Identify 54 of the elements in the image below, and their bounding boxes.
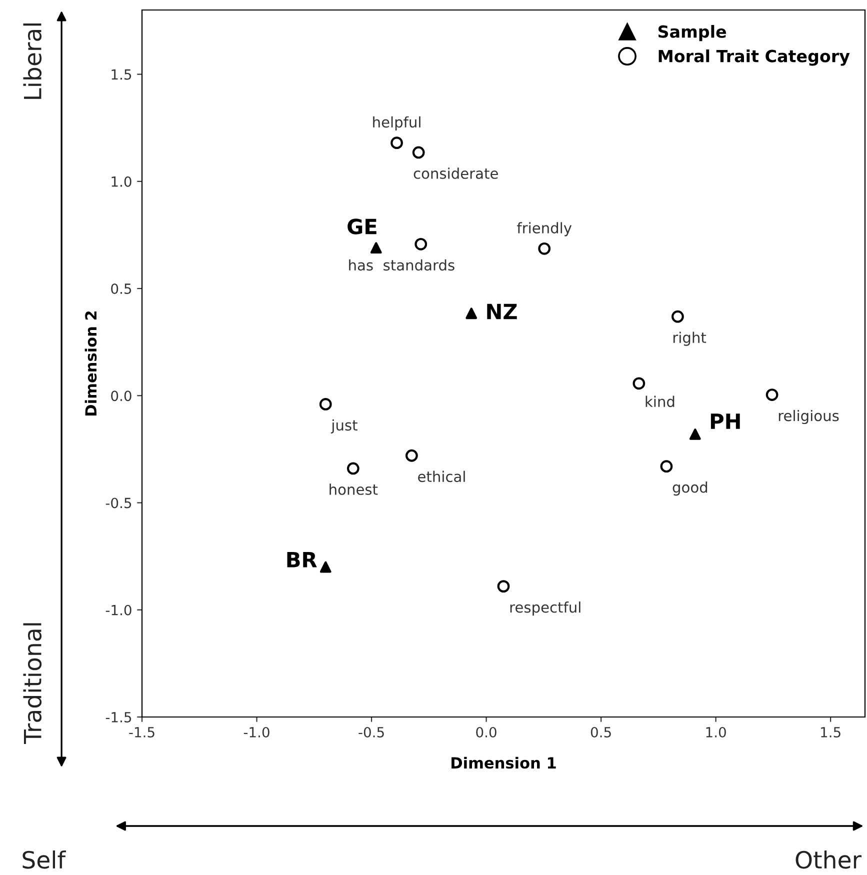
point <box>320 561 332 573</box>
point <box>497 580 510 593</box>
y-tick-label: -1.5 <box>106 712 132 722</box>
annotation: religious <box>778 410 839 424</box>
text: Liberal <box>23 23 42 99</box>
y-tick-label: 1.5 <box>112 69 132 80</box>
legend-label: Sample <box>658 25 726 42</box>
point <box>689 428 701 440</box>
text: Self <box>22 850 66 869</box>
point <box>319 398 332 410</box>
annotation: helpful <box>373 116 420 130</box>
annotation: ethical <box>418 470 465 482</box>
annotation: just <box>330 419 358 434</box>
x-tick-label: 0.5 <box>590 726 611 738</box>
annotation: respectful <box>510 601 580 616</box>
text: Other <box>796 850 862 869</box>
point <box>390 136 403 150</box>
legend-label: Moral Trait Category <box>658 49 850 66</box>
x-tick-label: -1.5 <box>129 727 154 738</box>
annotation: honest <box>330 484 378 495</box>
x-tick-label: -0.5 <box>358 726 384 738</box>
point <box>405 449 418 462</box>
point <box>412 146 425 159</box>
annotation: GE <box>348 218 376 234</box>
y-axis-title: Dimension 2 <box>84 311 97 416</box>
point <box>538 242 551 255</box>
point <box>370 242 382 254</box>
annotation: good <box>672 482 708 496</box>
point <box>672 310 684 323</box>
point <box>660 460 673 473</box>
y-tick-label: -1.0 <box>106 604 132 616</box>
point <box>346 462 360 475</box>
text: Traditional <box>23 623 42 744</box>
annotation: BR <box>287 552 317 568</box>
x-tick-label: 0.0 <box>476 726 496 738</box>
annotation: kind <box>646 396 674 408</box>
annotation: NZ <box>487 304 517 320</box>
x-tick-label: -1.0 <box>244 726 270 738</box>
annotation: has standards <box>349 259 454 271</box>
x-tick-label: 1.0 <box>706 726 726 738</box>
x-tick-label: 1.5 <box>821 727 840 738</box>
point <box>632 377 646 390</box>
x-axis-title: Dimension 1 <box>452 756 556 769</box>
annotation: friendly <box>517 222 572 236</box>
point <box>466 308 478 320</box>
point <box>414 238 428 250</box>
annotation: PH <box>710 414 740 429</box>
y-tick-label: 1.0 <box>112 176 132 187</box>
y-tick-label: -0.5 <box>106 498 132 508</box>
point <box>766 388 778 401</box>
y-tick-label: 0.0 <box>111 390 132 402</box>
y-tick-label: 0.5 <box>111 283 132 294</box>
annotation: considerate <box>414 168 498 179</box>
annotation: right <box>673 332 706 346</box>
